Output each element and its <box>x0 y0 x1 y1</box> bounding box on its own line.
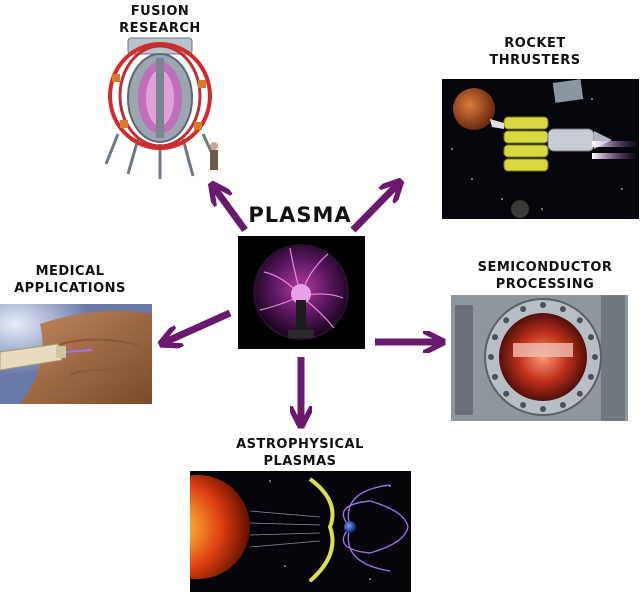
semiconductor-label: SEMICONDUCTOR PROCESSING <box>460 259 630 293</box>
chamber-bolt <box>488 354 494 360</box>
chamber-bolt <box>520 306 526 312</box>
chamber-bolt <box>503 391 509 397</box>
astro-label: ASTROPHYSICAL PLASMAS <box>220 436 380 470</box>
chamber-bolt <box>592 354 598 360</box>
arrow-to-medical <box>163 313 230 343</box>
sun-and-magnetosphere-image <box>190 471 411 592</box>
chamber-bolt <box>588 374 594 380</box>
fusion-label: FUSION RESEARCH <box>105 3 215 37</box>
medical-label: MEDICAL APPLICATIONS <box>0 263 140 297</box>
chamber-bolt <box>540 406 546 412</box>
rocket-label: ROCKET THRUSTERS <box>470 35 600 69</box>
chamber-bolt <box>588 334 594 340</box>
chamber-bolt <box>540 302 546 308</box>
chamber-bolt <box>560 402 566 408</box>
chamber-bolt <box>492 374 498 380</box>
plasma-title: PLASMA <box>240 207 360 224</box>
chamber-bolt <box>520 402 526 408</box>
chamber-bolt <box>577 317 583 323</box>
chamber-bolt <box>492 334 498 340</box>
chamber-bolt <box>560 306 566 312</box>
plasma-pen-on-hand-image <box>0 304 152 404</box>
vacuum-chamber-window-image <box>451 295 628 421</box>
chamber-bolt <box>577 391 583 397</box>
spacecraft-thrusters-image <box>442 79 639 219</box>
chamber-bolt <box>503 317 509 323</box>
plasma-globe-image <box>238 236 365 349</box>
tokamak-reactor-image <box>98 34 228 184</box>
